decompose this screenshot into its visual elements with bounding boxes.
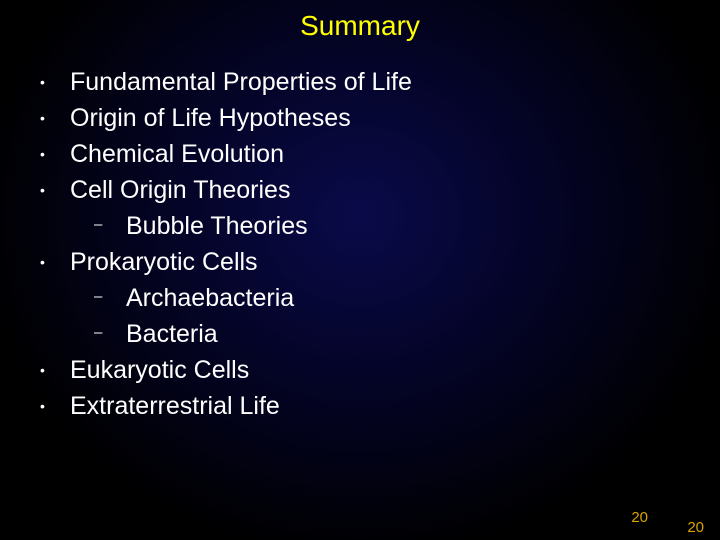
bullet-list: Fundamental Properties of Life Origin of… — [28, 64, 720, 424]
item-text: Fundamental Properties of Life — [70, 68, 412, 96]
list-item: Origin of Life Hypotheses — [28, 100, 720, 136]
slide-content: Fundamental Properties of Life Origin of… — [0, 42, 720, 424]
list-item: Cell Origin Theories Bubble Theories — [28, 172, 720, 244]
sub-list: Bubble Theories — [70, 208, 720, 244]
page-number: 20 — [687, 519, 704, 536]
item-text: Bubble Theories — [126, 212, 308, 240]
item-text: Origin of Life Hypotheses — [70, 104, 351, 132]
slide-title: Summary — [0, 0, 720, 42]
item-text: Eukaryotic Cells — [70, 356, 249, 384]
list-item: Extraterrestrial Life — [28, 388, 720, 424]
item-text: Bacteria — [126, 320, 218, 348]
list-item: Bubble Theories — [70, 208, 720, 244]
item-text: Extraterrestrial Life — [70, 392, 280, 420]
sub-list: Archaebacteria Bacteria — [70, 280, 720, 352]
item-text: Cell Origin Theories — [70, 176, 290, 204]
list-item: Bacteria — [70, 316, 720, 352]
item-text: Prokaryotic Cells — [70, 248, 258, 276]
item-text: Archaebacteria — [126, 284, 294, 312]
list-item: Eukaryotic Cells — [28, 352, 720, 388]
page-number: 20 — [631, 509, 648, 526]
list-item: Chemical Evolution — [28, 136, 720, 172]
item-text: Chemical Evolution — [70, 140, 284, 168]
list-item: Prokaryotic Cells Archaebacteria Bacteri… — [28, 244, 720, 352]
list-item: Archaebacteria — [70, 280, 720, 316]
list-item: Fundamental Properties of Life — [28, 64, 720, 100]
